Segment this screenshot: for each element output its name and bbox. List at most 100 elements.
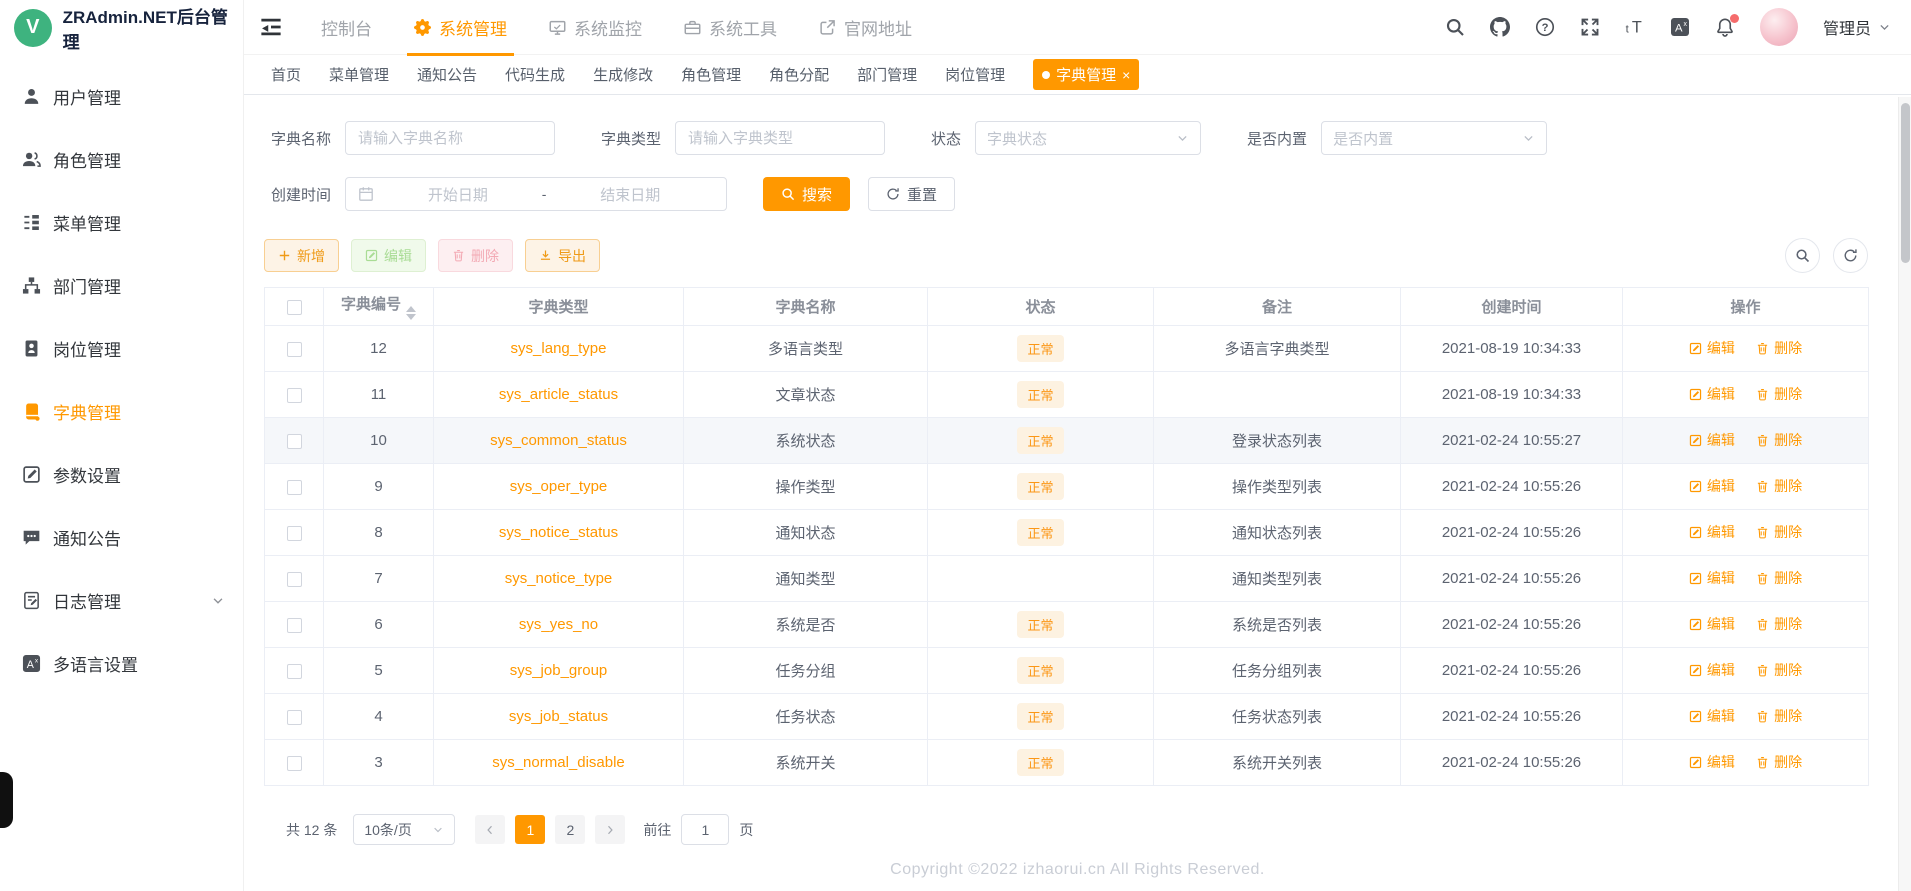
dict-type-link[interactable]: sys_job_group [433, 647, 684, 694]
row-edit-button[interactable]: 编辑 [1689, 614, 1735, 634]
page-tab[interactable]: 角色分配 [769, 67, 830, 84]
row-delete-button[interactable]: 删除 [1756, 752, 1802, 772]
notification-bell-icon[interactable] [1715, 14, 1739, 37]
page-tab[interactable]: 部门管理 [857, 67, 918, 84]
dict-type-link[interactable]: sys_normal_disable [433, 739, 684, 786]
topnav-item[interactable]: 控制台 [321, 19, 372, 39]
page-tab[interactable]: 生成修改 [593, 67, 654, 84]
edit-button[interactable]: 编辑 [351, 239, 426, 272]
sidebar-item[interactable]: 参数设置 [0, 443, 243, 506]
topnav-item[interactable]: 系统工具 [681, 0, 780, 55]
avatar[interactable] [1759, 8, 1798, 46]
page-size-select[interactable]: 10条/页 [353, 814, 456, 845]
github-icon[interactable] [1489, 17, 1510, 37]
row-delete-button[interactable]: 删除 [1756, 522, 1802, 542]
topnav-item[interactable]: 系统监控 [546, 0, 645, 55]
select-all-checkbox[interactable] [286, 299, 302, 315]
sidebar-collapse-icon[interactable] [260, 16, 282, 38]
sidebar-item[interactable]: 日志管理 [0, 569, 243, 632]
row-delete-button[interactable]: 删除 [1756, 568, 1802, 588]
row-checkbox[interactable] [286, 479, 302, 495]
row-edit-button[interactable]: 编辑 [1689, 522, 1735, 542]
dict-type-input[interactable] [675, 121, 886, 155]
close-tab-icon[interactable]: × [1122, 66, 1131, 83]
row-delete-button[interactable]: 删除 [1756, 706, 1802, 726]
dict-type-link[interactable]: sys_notice_type [433, 555, 684, 602]
dict-type-link[interactable]: sys_common_status [433, 417, 684, 464]
row-edit-button[interactable]: 编辑 [1689, 476, 1735, 496]
row-delete-button[interactable]: 删除 [1756, 476, 1802, 496]
page-tab[interactable]: 字典管理 × [1033, 59, 1140, 90]
date-range-picker[interactable]: 开始日期 - 结束日期 [345, 177, 728, 211]
sidebar-item[interactable]: 字典管理 [0, 380, 243, 443]
row-checkbox[interactable] [286, 341, 302, 357]
row-delete-button[interactable]: 删除 [1756, 614, 1802, 634]
page-tab[interactable]: 首页 [271, 67, 302, 84]
sort-desc-icon[interactable] [406, 314, 416, 320]
help-icon[interactable]: ? [1535, 17, 1555, 37]
row-checkbox[interactable] [286, 617, 302, 633]
scrollbar-thumb[interactable] [1901, 103, 1910, 263]
sidebar-item[interactable]: 岗位管理 [0, 317, 243, 380]
row-edit-button[interactable]: 编辑 [1689, 430, 1735, 450]
row-checkbox[interactable] [286, 433, 302, 449]
topnav-item[interactable]: 官网地址 [816, 0, 915, 55]
row-delete-button[interactable]: 删除 [1756, 338, 1802, 358]
export-button[interactable]: 导出 [525, 239, 600, 272]
row-checkbox[interactable] [286, 709, 302, 725]
row-edit-button[interactable]: 编辑 [1689, 660, 1735, 680]
left-edge-handle[interactable] [0, 772, 13, 828]
row-edit-button[interactable]: 编辑 [1689, 706, 1735, 726]
dict-type-link[interactable]: sys_article_status [433, 371, 684, 418]
row-edit-button[interactable]: 编辑 [1689, 384, 1735, 404]
row-checkbox[interactable] [286, 755, 302, 771]
dict-type-link[interactable]: sys_notice_status [433, 509, 684, 556]
row-checkbox[interactable] [286, 663, 302, 679]
page-tab[interactable]: 岗位管理 [945, 67, 1006, 84]
status-select[interactable]: 字典状态 [975, 121, 1202, 155]
sort-carets[interactable] [406, 306, 416, 320]
fullscreen-icon[interactable] [1580, 17, 1600, 37]
search-button[interactable]: 搜索 [763, 177, 851, 211]
dict-type-link[interactable]: sys_job_status [433, 693, 684, 740]
user-menu[interactable]: 管理员 [1823, 15, 1891, 39]
row-edit-button[interactable]: 编辑 [1689, 568, 1735, 588]
sidebar-item[interactable]: 通知公告 [0, 506, 243, 569]
row-edit-button[interactable]: 编辑 [1689, 752, 1735, 772]
page-number-button[interactable]: 1 [515, 815, 546, 844]
prev-page-button[interactable] [475, 815, 506, 844]
row-checkbox[interactable] [286, 387, 302, 403]
table-refresh-button[interactable] [1833, 238, 1868, 273]
row-checkbox[interactable] [286, 571, 302, 587]
dict-name-input[interactable] [345, 121, 556, 155]
delete-button[interactable]: 删除 [438, 239, 513, 272]
next-page-button[interactable] [595, 815, 626, 844]
sort-asc-icon[interactable] [406, 306, 416, 312]
dict-type-link[interactable]: sys_oper_type [433, 463, 684, 510]
page-number-button[interactable]: 2 [555, 815, 586, 844]
add-button[interactable]: 新增 [264, 239, 339, 272]
vertical-scrollbar[interactable] [1898, 97, 1911, 891]
search-icon[interactable] [1445, 17, 1465, 37]
page-tab[interactable]: 角色管理 [681, 67, 742, 84]
goto-page-input[interactable] [681, 814, 730, 845]
row-checkbox[interactable] [286, 525, 302, 541]
page-tab[interactable]: 代码生成 [505, 67, 566, 84]
table-search-toggle-button[interactable] [1785, 238, 1820, 273]
dict-type-link[interactable]: sys_yes_no [433, 601, 684, 648]
row-delete-button[interactable]: 删除 [1756, 430, 1802, 450]
app-logo-row[interactable]: V ZRAdmin.NET后台管理 [0, 0, 243, 55]
builtin-select[interactable]: 是否内置 [1321, 121, 1548, 155]
row-delete-button[interactable]: 删除 [1756, 660, 1802, 680]
row-delete-button[interactable]: 删除 [1756, 384, 1802, 404]
sidebar-item[interactable]: 用户管理 [0, 65, 243, 128]
dict-type-link[interactable]: sys_lang_type [433, 325, 684, 372]
topnav-item[interactable]: 系统管理 [407, 0, 514, 56]
page-tab[interactable]: 菜单管理 [329, 67, 390, 84]
sidebar-item[interactable]: 角色管理 [0, 128, 243, 191]
row-edit-button[interactable]: 编辑 [1689, 338, 1735, 358]
sidebar-item[interactable]: 菜单管理 [0, 191, 243, 254]
